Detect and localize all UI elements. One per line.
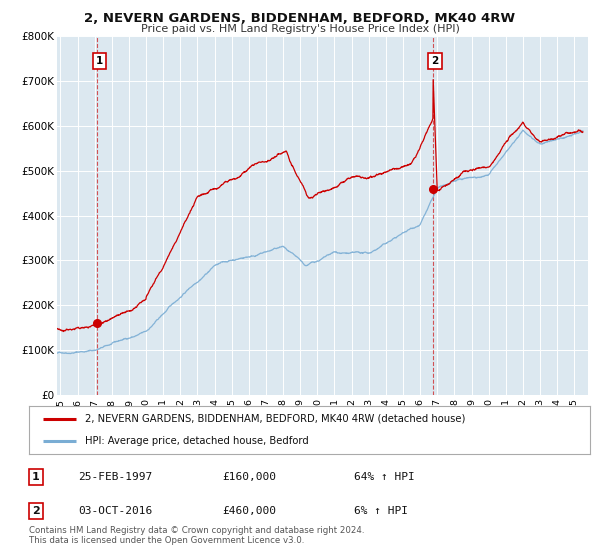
Text: 1: 1 <box>32 472 40 482</box>
Text: HPI: Average price, detached house, Bedford: HPI: Average price, detached house, Bedf… <box>85 436 308 446</box>
Text: 2, NEVERN GARDENS, BIDDENHAM, BEDFORD, MK40 4RW (detached house): 2, NEVERN GARDENS, BIDDENHAM, BEDFORD, M… <box>85 414 465 424</box>
Text: 64% ↑ HPI: 64% ↑ HPI <box>354 472 415 482</box>
Text: Contains HM Land Registry data © Crown copyright and database right 2024.
This d: Contains HM Land Registry data © Crown c… <box>29 526 364 545</box>
Text: 2: 2 <box>431 56 439 66</box>
Text: 03-OCT-2016: 03-OCT-2016 <box>78 506 152 516</box>
Text: 1: 1 <box>95 56 103 66</box>
Text: Price paid vs. HM Land Registry's House Price Index (HPI): Price paid vs. HM Land Registry's House … <box>140 24 460 34</box>
Text: 2, NEVERN GARDENS, BIDDENHAM, BEDFORD, MK40 4RW: 2, NEVERN GARDENS, BIDDENHAM, BEDFORD, M… <box>85 12 515 25</box>
Text: 25-FEB-1997: 25-FEB-1997 <box>78 472 152 482</box>
Text: £460,000: £460,000 <box>222 506 276 516</box>
Text: 2: 2 <box>32 506 40 516</box>
Text: £160,000: £160,000 <box>222 472 276 482</box>
Text: 6% ↑ HPI: 6% ↑ HPI <box>354 506 408 516</box>
